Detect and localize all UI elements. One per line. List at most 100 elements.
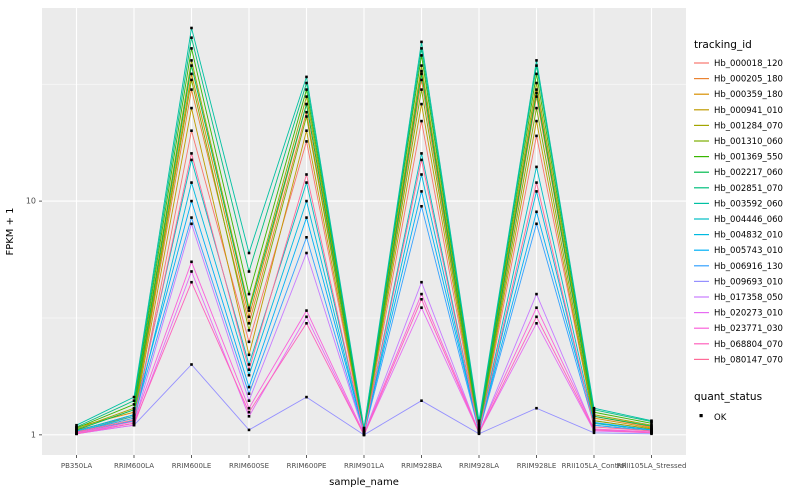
data-point: [190, 36, 193, 39]
data-point: [190, 199, 193, 203]
legend-item-label: Hb_000941_010: [714, 106, 783, 116]
data-point: [535, 59, 538, 62]
data-point: [75, 430, 78, 434]
data-point: [247, 306, 251, 309]
data-point: [305, 95, 308, 98]
data-point: [592, 423, 596, 427]
data-point: [247, 363, 251, 366]
data-point: [477, 429, 481, 433]
legend-item-label: OK: [714, 413, 727, 423]
data-point: [190, 260, 193, 264]
data-point: [132, 416, 136, 420]
data-point: [420, 205, 423, 208]
data-point: [535, 190, 538, 193]
data-point: [305, 181, 308, 184]
data-point: [592, 425, 596, 429]
data-point: [190, 59, 193, 62]
data-point: [190, 88, 193, 91]
x-axis-title: sample_name: [329, 477, 399, 488]
data-point: [305, 115, 308, 118]
data-point: [247, 309, 251, 312]
data-point: [75, 423, 78, 427]
data-point: [190, 280, 193, 284]
data-point: [75, 432, 78, 436]
data-point: [535, 181, 538, 184]
data-point: [190, 363, 193, 366]
data-point: [247, 385, 251, 389]
legend-item-label: Hb_068804_070: [714, 340, 783, 350]
data-point: [75, 425, 78, 429]
data-point: [190, 64, 193, 67]
data-point: [305, 102, 308, 106]
data-point: [535, 210, 538, 214]
data-point: [305, 236, 308, 239]
legend-item-label: Hb_017358_050: [714, 293, 783, 303]
data-point: [535, 165, 538, 169]
data-point: [592, 421, 596, 424]
data-point: [132, 406, 136, 410]
legend-item: Hb_001284_070: [694, 121, 783, 131]
x-tick-label: RRIM600LE: [172, 462, 212, 470]
legend-item: Hb_005743_010: [694, 246, 783, 256]
data-point: [420, 119, 423, 123]
data-point: [190, 158, 193, 162]
data-point: [190, 181, 193, 184]
data-point: [650, 429, 653, 433]
legend-key-point: [699, 414, 703, 418]
data-point: [190, 78, 193, 82]
data-point: [132, 413, 136, 416]
data-point: [477, 422, 481, 425]
legend-item: Hb_000205_180: [694, 75, 783, 85]
data-point: [592, 408, 596, 412]
legend-title: tracking_id: [694, 39, 752, 51]
data-point: [132, 423, 136, 427]
data-point: [535, 95, 538, 98]
data-point: [420, 306, 423, 309]
data-point: [247, 399, 251, 402]
legend-item: Hb_000359_180: [694, 90, 783, 100]
data-point: [247, 415, 251, 418]
x-tick-label: RRII105LA_Control: [562, 462, 627, 470]
data-point: [247, 315, 251, 319]
data-point: [132, 399, 136, 402]
data-point: [477, 431, 481, 435]
legend-item: Hb_080147_070: [694, 355, 783, 365]
data-point: [420, 88, 423, 91]
x-axis: PB350LA RRIM600LA RRIM600LE RRIM600SE RRIM60…: [61, 455, 686, 470]
legend-item-label: Hb_020273_010: [714, 309, 783, 319]
data-point: [535, 322, 538, 325]
data-point: [535, 119, 538, 123]
legend-item-label: Hb_004832_010: [714, 231, 783, 241]
data-point: [190, 270, 193, 273]
x-tick-label: RRIM600PE: [287, 462, 327, 470]
data-point: [305, 309, 308, 312]
legend-item: Hb_017358_050: [694, 293, 783, 303]
data-point: [190, 152, 193, 155]
legend-item: Hb_023771_030: [694, 324, 783, 334]
legend-item-label: Hb_023771_030: [714, 324, 783, 334]
legend-item-label: Hb_004446_060: [714, 215, 783, 225]
data-point: [535, 306, 538, 309]
data-point: [592, 416, 596, 420]
data-point: [420, 102, 423, 106]
x-tick-label: RRIM600SE: [229, 462, 269, 470]
data-point: [132, 422, 136, 425]
y-axis: 1 10: [26, 197, 42, 439]
data-point: [592, 419, 596, 422]
data-point: [420, 292, 423, 296]
x-tick-label: RRIM928BA: [401, 462, 442, 470]
data-point: [535, 134, 538, 138]
legend-item: Hb_009693_010: [694, 277, 783, 287]
data-point: [592, 413, 596, 416]
data-point: [420, 78, 423, 82]
data-point: [592, 406, 596, 410]
data-point: [650, 419, 653, 422]
legend-item-label: Hb_080147_070: [714, 355, 783, 365]
data-point: [132, 418, 136, 422]
legend-item: Hb_003592_060: [694, 199, 783, 209]
x-tick-label: PB350LA: [61, 462, 92, 470]
data-point: [592, 431, 596, 435]
y-tick-label: 10: [26, 197, 36, 206]
legend-item: Hb_068804_070: [694, 340, 783, 350]
